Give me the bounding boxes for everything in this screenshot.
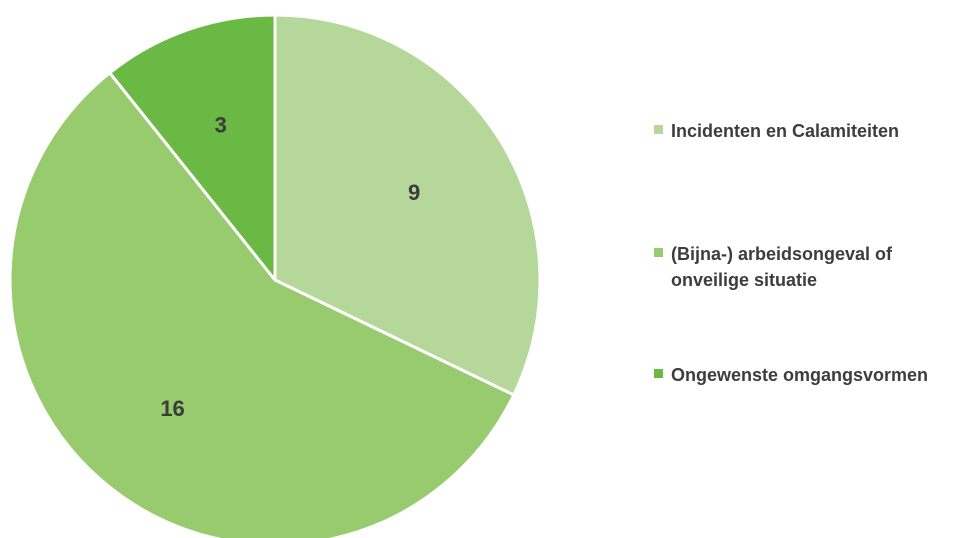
legend-swatch-incidenten xyxy=(654,125,663,134)
pie-label-incidenten: 9 xyxy=(408,180,420,205)
pie-slice-arbeidsongeval xyxy=(8,71,516,538)
legend-label-arbeidsongeval: (Bijna-) arbeidsongeval of onveilige sit… xyxy=(671,244,893,290)
pie-label-omgangsvormen: 3 xyxy=(215,112,227,137)
legend-item-arbeidsongeval: (Bijna-) arbeidsongeval of onveilige sit… xyxy=(654,241,970,293)
legend-item-omgangsvormen: Ongewenste omgangsvormen xyxy=(654,362,970,388)
legend-label-incidenten: Incidenten en Calamiteiten xyxy=(671,121,900,141)
pie-value-labels: 9 16 3 xyxy=(160,112,420,421)
pie-label-arbeidsongeval: 16 xyxy=(160,396,184,421)
legend-item-incidenten: Incidenten en Calamiteiten xyxy=(654,118,970,144)
legend-swatch-omgangsvormen xyxy=(654,369,663,378)
legend-label-omgangsvormen: Ongewenste omgangsvormen xyxy=(671,365,929,385)
pie-slices xyxy=(8,13,542,538)
pie-slice-incidenten xyxy=(273,13,542,397)
pie-slice-omgangsvormen xyxy=(108,13,277,282)
legend-swatch-arbeidsongeval xyxy=(654,248,663,257)
